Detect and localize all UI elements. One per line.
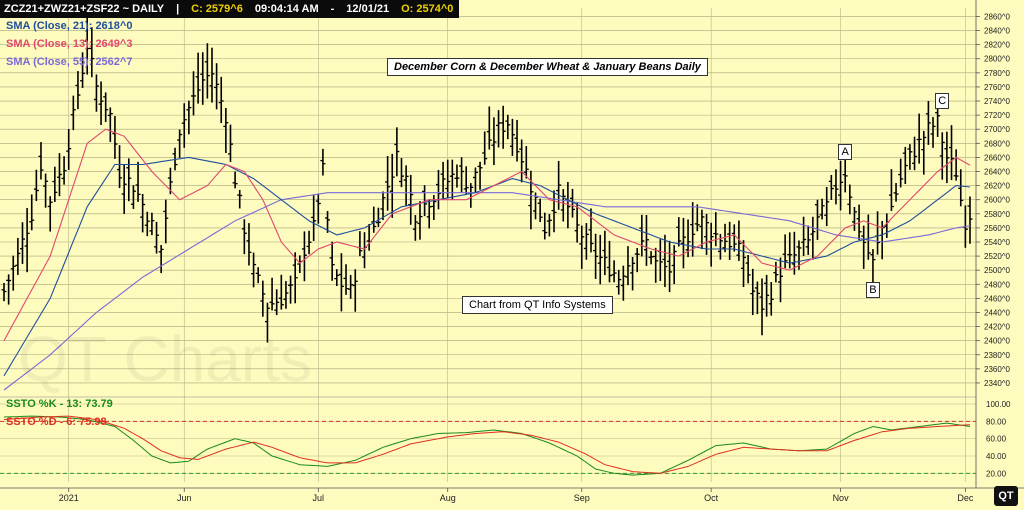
legend-sma21: SMA (Close, 21): 2618^0: [6, 20, 133, 32]
price-tick-label: 2420^0: [984, 323, 1011, 332]
x-tick-label: Jun: [177, 493, 192, 503]
qt-logo-icon[interactable]: QT: [994, 486, 1018, 506]
price-tick-label: 2560^0: [984, 224, 1011, 233]
price-tick-label: 2760^0: [984, 83, 1011, 92]
annotation-c: C: [935, 93, 950, 110]
price-tick-label: 2800^0: [984, 55, 1011, 64]
osc-tick-label: 60.00: [986, 435, 1007, 444]
annotation-b: B: [865, 281, 880, 298]
ssto-d-line: [3, 415, 971, 474]
price-tick-label: 2540^0: [984, 238, 1011, 247]
x-tick-label: Dec: [957, 493, 974, 503]
x-tick-label: Aug: [440, 493, 456, 503]
price-tick-label: 2820^0: [984, 41, 1011, 50]
watermark: QT Charts: [18, 323, 312, 395]
legend-sma13: SMA (Close, 13): 2649^3: [6, 38, 133, 50]
open-value: O: 2574^0: [401, 3, 454, 15]
price-tick-label: 2600^0: [984, 196, 1011, 205]
price-tick-label: 2380^0: [984, 351, 1011, 360]
ssto-k-line: [3, 415, 971, 476]
price-tick-label: 2360^0: [984, 365, 1011, 374]
price-tick-label: 2520^0: [984, 252, 1011, 261]
price-tick-label: 2780^0: [984, 69, 1011, 78]
header-bar: ZCZ21+ZWZ21+ZSF22 ~ DAILY | C: 2579^6 09…: [0, 0, 460, 18]
annotation-a: A: [838, 143, 853, 160]
x-tick-label: Jul: [313, 493, 325, 503]
close-value: C: 2579^6: [191, 3, 243, 15]
price-tick-label: 2720^0: [984, 111, 1011, 120]
price-tick-label: 2580^0: [984, 210, 1011, 219]
osc-tick-label: 100.00: [986, 400, 1011, 409]
price-tick-label: 2400^0: [984, 337, 1011, 346]
price-tick-label: 2340^0: [984, 379, 1011, 388]
sma21-line: [3, 156, 971, 377]
price-tick-label: 2440^0: [984, 308, 1011, 317]
time-label: 09:04:14 AM: [254, 3, 319, 15]
legend-ssto-d: SSTO %D - 6: 75.98: [6, 416, 107, 428]
legend-ssto-k: SSTO %K - 13: 73.79: [6, 398, 113, 410]
sma13-line: [3, 128, 971, 341]
price-tick-label: 2640^0: [984, 168, 1011, 177]
legend-sma55: SMA (Close, 55): 2562^7: [6, 56, 133, 68]
x-tick-label: Sep: [574, 493, 590, 503]
sma55-line: [3, 192, 971, 391]
price-tick-label: 2660^0: [984, 153, 1011, 162]
price-tick-label: 2460^0: [984, 294, 1011, 303]
price-tick-label: 2700^0: [984, 125, 1011, 134]
osc-tick-label: 80.00: [986, 417, 1007, 426]
chart-credit: Chart from QT Info Systems: [462, 296, 613, 314]
price-tick-label: 2840^0: [984, 27, 1011, 36]
chart-title: December Corn & December Wheat & January…: [387, 58, 708, 76]
time-date-separator: -: [330, 3, 335, 15]
symbol-label: ZCZ21+ZWZ21+ZSF22 ~ DAILY: [4, 3, 165, 15]
header-separator: |: [176, 3, 180, 15]
osc-tick-label: 40.00: [986, 452, 1007, 461]
price-tick-label: 2620^0: [984, 182, 1011, 191]
osc-tick-label: 20.00: [986, 469, 1007, 478]
price-tick-label: 2480^0: [984, 280, 1011, 289]
x-tick-label: Nov: [833, 493, 850, 503]
x-tick-label: 2021: [59, 493, 79, 503]
price-tick-label: 2740^0: [984, 97, 1011, 106]
price-tick-label: 2680^0: [984, 139, 1011, 148]
date-label: 12/01/21: [346, 3, 390, 15]
x-tick-label: Oct: [704, 493, 719, 503]
price-tick-label: 2860^0: [984, 12, 1011, 21]
price-tick-label: 2500^0: [984, 266, 1011, 275]
